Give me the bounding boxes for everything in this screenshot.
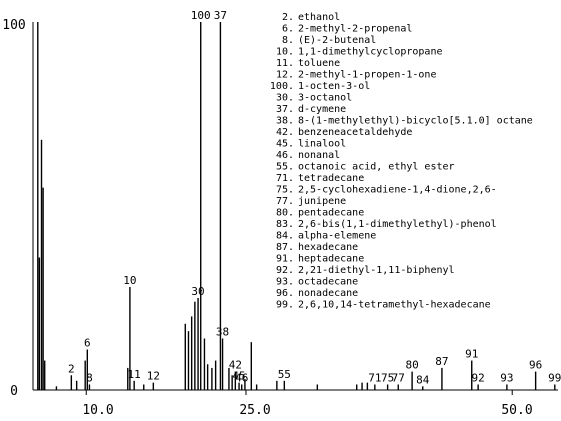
legend-name-12: nonanal — [298, 150, 340, 161]
y-tick-label-0: 0 — [10, 384, 18, 399]
x-tick-label-1: 25.0 — [239, 403, 270, 418]
legend-name-22: 2,21-diethyl-1,11-biphenyl — [298, 265, 455, 276]
legend-name-3: 1,1-dimethylcyclopropane — [298, 47, 443, 58]
peak-label-11: 11 — [128, 368, 141, 381]
legend: 2. ethanol 6. 2-methyl-2-propenal 8. (E)-2-bu… — [270, 12, 533, 311]
peak-label-55: 55 — [278, 368, 291, 381]
legend-name-16: junipene — [298, 196, 346, 207]
legend-name-9: 8-(1-methylethyl)-bicyclo[5.1.0] octane — [298, 116, 533, 127]
legend-name-4: toluene — [298, 58, 340, 69]
legend-id-8: 37. — [276, 104, 294, 115]
legend-name-8: d-cymene — [298, 104, 346, 115]
peak-label-87: 87 — [435, 355, 448, 368]
legend-name-1: 2-methyl-2-propenal — [298, 24, 412, 35]
legend-id-19: 84. — [276, 231, 294, 242]
peak-label-91: 91 — [465, 348, 478, 361]
legend-name-18: 2,6-bis(1,1-dimethylethyl)-phenol — [298, 219, 497, 230]
legend-name-13: octanoic acid, ethyl ester — [298, 162, 455, 173]
axes: 0 100 10.0 25.0 50.0 — [2, 18, 558, 418]
peak-label-12: 12 — [147, 370, 160, 383]
legend-id-15: 75. — [276, 185, 294, 196]
legend-id-5: 12. — [276, 70, 294, 81]
legend-id-14: 71. — [276, 173, 294, 184]
legend-id-20: 87. — [276, 242, 294, 253]
legend-id-13: 55. — [276, 162, 294, 173]
peak-label-10: 10 — [123, 274, 136, 287]
peak-label-71: 71 — [368, 371, 381, 384]
x-tick-label-2: 50.0 — [501, 403, 532, 418]
peak-label-75: 75 — [381, 371, 394, 384]
legend-name-17: pentadecane — [298, 208, 364, 219]
legend-id-18: 83. — [276, 219, 294, 230]
y-tick-label-1: 100 — [2, 18, 25, 33]
peak-label-46: 46 — [235, 371, 248, 384]
legend-name-24: nonadecane — [298, 288, 358, 299]
legend-id-4: 11. — [276, 58, 294, 69]
legend-name-23: octadecane — [298, 277, 358, 288]
legend-id-11: 45. — [276, 139, 294, 150]
legend-id-24: 96. — [276, 288, 294, 299]
peak-label-6: 6 — [84, 337, 91, 350]
peak-label-30: 30 — [191, 285, 204, 298]
legend-id-22: 92. — [276, 265, 294, 276]
legend-name-2: (E)-2-butenal — [298, 35, 376, 46]
legend-id-25: 99. — [276, 300, 294, 311]
legend-id-1: 6. — [282, 24, 294, 35]
peak-label-2: 2 — [68, 362, 75, 375]
peak-label-37: 37 — [214, 9, 227, 22]
legend-id-12: 46. — [276, 150, 294, 161]
legend-id-23: 93. — [276, 277, 294, 288]
peak-label-99: 99 — [548, 371, 561, 384]
legend-name-21: heptadecane — [298, 254, 364, 265]
legend-id-16: 77. — [276, 196, 294, 207]
legend-name-14: tetradecane — [298, 173, 364, 184]
legend-name-0: ethanol — [298, 12, 340, 23]
peak-label-92: 92 — [472, 371, 485, 384]
legend-id-17: 80. — [276, 208, 294, 219]
x-tick-label-0: 10.0 — [82, 403, 113, 418]
peak-label-84: 84 — [416, 373, 430, 386]
legend-name-15: 2,5-cyclohexadiene-1,4-dione,2,6- — [298, 185, 497, 196]
x-tick-marks — [85, 390, 513, 395]
peak-label-77: 77 — [392, 371, 405, 384]
legend-id-21: 91. — [276, 254, 294, 265]
peak-label-45: 45 — [232, 370, 245, 383]
peak-label-8: 8 — [86, 371, 93, 384]
peak-label-42: 42 — [229, 359, 242, 372]
peak-label-96: 96 — [529, 359, 542, 372]
legend-name-19: alpha-elemene — [298, 231, 376, 242]
legend-name-5: 2-methyl-1-propen-1-one — [298, 70, 436, 81]
legend-name-6: 1-octen-3-ol — [298, 81, 370, 92]
legend-id-7: 30. — [276, 93, 294, 104]
legend-id-0: 2. — [282, 12, 294, 23]
peak-label-100: 100 — [191, 9, 211, 22]
legend-name-10: benzeneacetaldehyde — [298, 127, 412, 138]
chromatogram-peaks — [37, 22, 556, 390]
legend-name-25: 2,6,10,14-tetramethyl-hexadecane — [298, 300, 491, 311]
legend-name-11: linalool — [298, 139, 346, 150]
legend-id-6: 100. — [270, 81, 294, 92]
legend-name-20: hexadecane — [298, 242, 358, 253]
legend-id-2: 8. — [282, 35, 294, 46]
legend-id-3: 10. — [276, 47, 294, 58]
peak-label-80: 80 — [405, 359, 418, 372]
legend-id-10: 42. — [276, 127, 294, 138]
peak-label-38: 38 — [216, 325, 229, 338]
legend-id-9: 38. — [276, 116, 294, 127]
peak-label-93: 93 — [500, 371, 513, 384]
legend-name-7: 3-octanol — [298, 93, 352, 104]
